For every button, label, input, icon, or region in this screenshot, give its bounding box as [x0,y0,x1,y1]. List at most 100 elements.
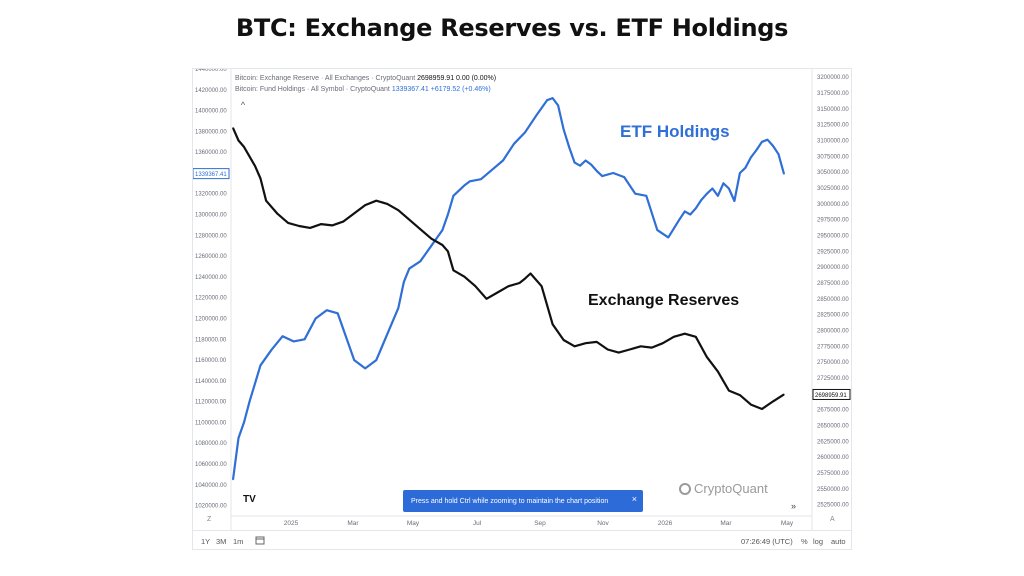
etf-holdings-point [777,153,780,155]
left-tick-label: 1280000.00 [195,233,227,239]
etf-holdings-point [678,219,680,221]
exchange-reserves-point [706,356,708,358]
etf-holdings-point [337,312,339,314]
close-icon[interactable]: × [631,494,637,504]
left-last-value-badge: 1339367.41 [193,168,230,180]
etf-holdings-point [469,180,471,182]
left-tick-label: 1060000.00 [195,462,227,468]
right-tick-label: 3025000.00 [817,186,849,192]
bottom-toolbar: 1Y 3M 1m 07:26:49 (UTC) % log auto [193,530,851,551]
right-tick-label: 3000000.00 [817,202,849,208]
etf-holdings-point [375,359,377,361]
etf-holdings-point [717,195,719,197]
left-last-value-text: 1339367.41 [195,172,227,178]
x-tick-label: Sep [534,520,546,527]
calendar-icon[interactable] [255,535,265,547]
exchange-reserves-point [342,221,344,223]
etf-holdings-point [755,149,758,151]
x-tick-label: May [407,520,420,527]
etf-holdings-point [513,143,515,145]
right-tick-label: 3175000.00 [817,91,849,97]
left-axis-ticks: 1440000.00 1420000.00 1400000.00 1380000.00… [195,69,227,510]
etf-holdings-point [783,173,785,175]
exchange-reserves-point [463,276,465,278]
z-button[interactable]: Z [207,516,212,523]
right-tick-label: 3125000.00 [817,123,849,129]
exchange-reserves-point [232,127,234,129]
chart-panel[interactable]: 1440000.00 1420000.00 1400000.00 1380000.00… [192,68,852,550]
right-tick-label: 3100000.00 [817,139,849,145]
left-tick-label: 1180000.00 [195,337,227,343]
left-tick-label: 1220000.00 [195,296,227,302]
exchange-reserves-point [386,203,388,205]
legend-etf-values: 1339367.41 +6179.52 (+0.46%) [391,86,491,93]
range-1m-button[interactable]: 1m [233,537,244,546]
zoom-hint-tooltip: Press and hold Ctrl while zooming to mai… [403,490,643,512]
etf-holdings-point [259,364,262,366]
exchange-reserves-point [353,212,355,214]
etf-holdings-point [750,156,752,158]
etf-holdings-point [403,281,405,283]
exchange-reserves-point [320,223,322,225]
left-tick-label: 1020000.00 [195,504,227,510]
etf-holdings-point [364,367,366,369]
etf-holdings-point [728,187,730,190]
right-tick-label: 2900000.00 [817,265,849,271]
etf-holdings-point [326,309,328,311]
right-tick-label: 3075000.00 [817,154,849,160]
log-toggle[interactable]: log [813,537,824,546]
etf-holdings-point [248,401,251,403]
exchange-reserves-point [574,345,576,347]
left-tick-label: 1080000.00 [195,441,227,447]
etf-holdings-point [271,349,273,351]
exchange-reserves-point [739,394,741,396]
etf-holdings-point [237,437,240,439]
left-tick-label: 1200000.00 [195,316,227,322]
legend-etf-row[interactable]: Bitcoin: Fund Holdings · All Symbol · Cr… [235,84,496,95]
etf-holdings-point [656,229,658,231]
exchange-reserves-point [364,204,366,206]
etf-holdings-point [722,182,725,184]
tradingview-logo[interactable]: TV [243,494,256,505]
etf-holdings-point [744,167,747,169]
tooltip-text: Press and hold Ctrl while zooming to mai… [411,497,609,505]
right-axis-ticks: 3200000.00 3175000.00 3150000.00 3125000.00… [817,75,849,508]
right-tick-label: 2750000.00 [817,360,849,366]
x-tick-label: Mar [347,520,359,527]
etf-holdings-point [766,139,769,141]
exchange-reserves-point [728,390,730,392]
legend-etf-label: Bitcoin: Fund Holdings · All Symbol · Cr… [235,86,390,93]
etf-holdings-point [293,340,295,342]
range-1y-button[interactable]: 1Y [201,537,211,546]
page-title: BTC: Exchange Reserves vs. ETF Holdings [235,14,789,42]
chart-canvas[interactable]: 1440000.00 1420000.00 1400000.00 1380000.00… [193,69,851,530]
exchange-reserves-point [596,341,598,343]
chevron-up-icon[interactable]: ^ [240,100,246,110]
etf-holdings-point [579,165,581,167]
left-tick-label: 1100000.00 [195,420,227,426]
exchange-reserves-point [529,272,532,275]
etf-holdings-point [557,104,559,106]
exchange-reserves-point [783,393,785,395]
clock-readout[interactable]: 07:26:49 (UTC) [741,537,793,546]
right-tick-label: 3050000.00 [817,170,849,176]
etf-holdings-point [353,359,355,361]
right-tick-label: 2575000.00 [817,471,849,477]
range-3m-button[interactable]: 3M [216,537,227,546]
x-tick-label: 2026 [658,520,673,527]
legend-reserve-row[interactable]: Bitcoin: Exchange Reserve · All Exchange… [235,73,496,84]
etf-holdings-point [634,193,636,195]
left-tick-label: 1440000.00 [195,69,227,73]
auto-toggle[interactable]: auto [831,537,846,546]
right-tick-label: 2525000.00 [817,503,849,509]
etf-holdings-point [700,199,702,201]
etf-holdings-point [612,172,614,174]
double-chevron-right-icon[interactable]: » [791,501,797,511]
etf-holdings-point [695,207,697,209]
left-tick-label: 1260000.00 [195,254,227,260]
auto-a-button[interactable]: A [830,516,835,523]
etf-holdings-point [491,169,493,171]
percent-toggle[interactable]: % [801,537,808,546]
right-tick-label: 3200000.00 [817,75,849,81]
exchange-reserves-point [243,146,245,148]
